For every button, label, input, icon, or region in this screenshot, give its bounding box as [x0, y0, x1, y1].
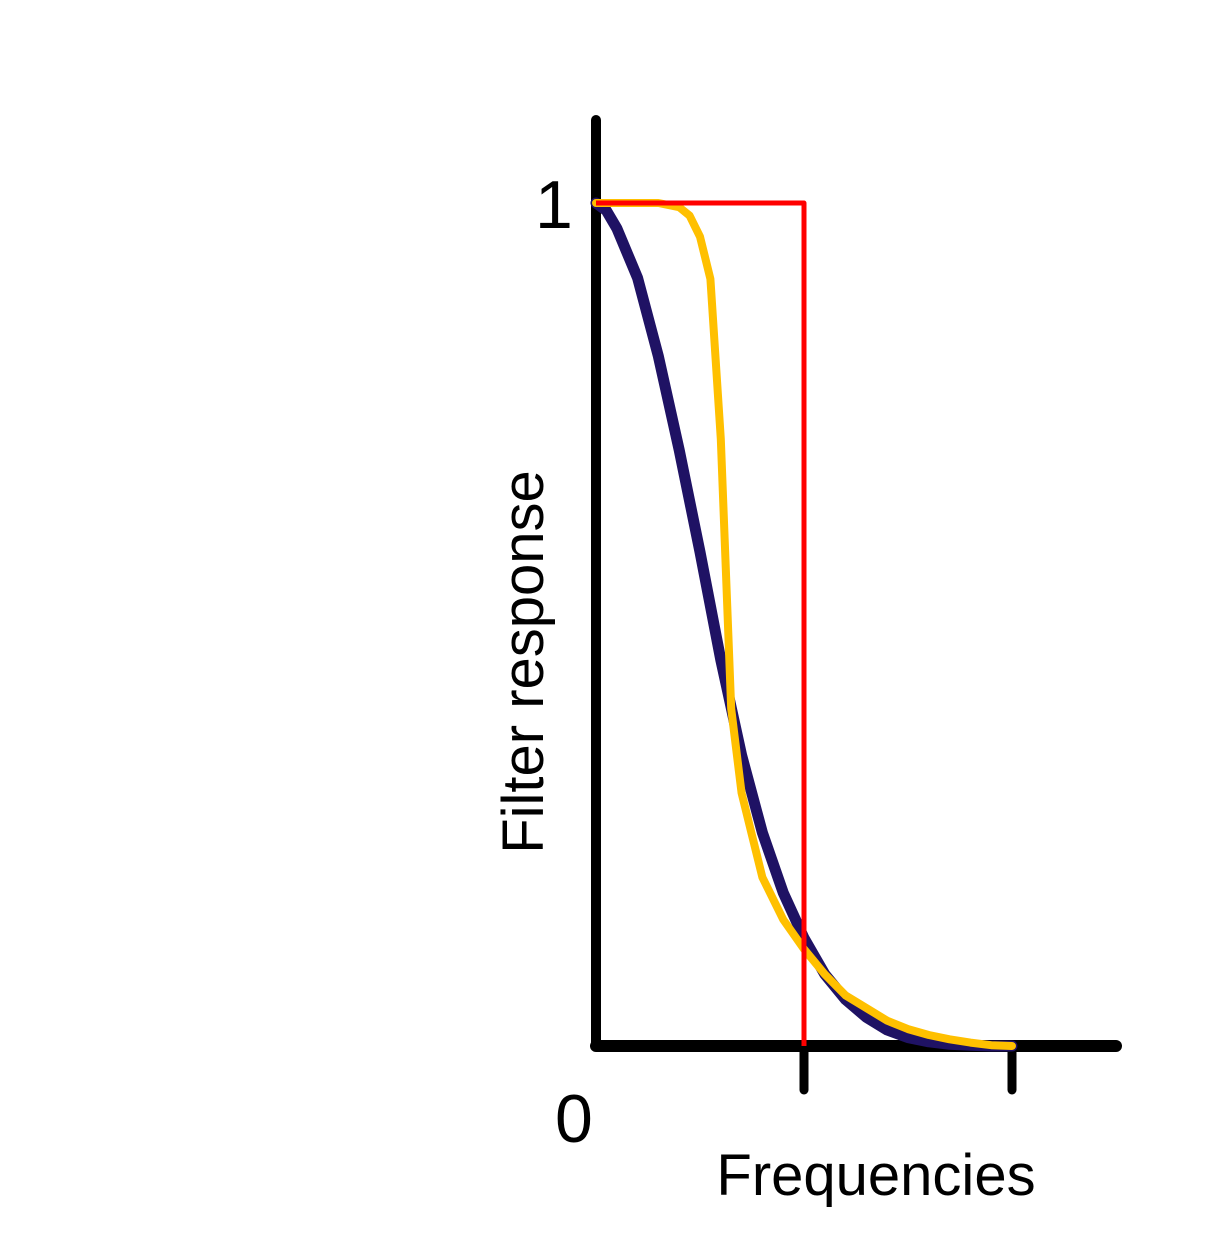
x-axis-label: Frequencies [716, 1143, 1035, 1208]
y-axis-label: Filter response [491, 470, 556, 854]
axes [590, 115, 1122, 1095]
y-tick-label-0: 0 [555, 1081, 593, 1157]
series-line-3 [596, 200, 807, 1046]
series-layer [590, 197, 1018, 1052]
series-line-1 [590, 197, 1018, 1052]
series-line-2 [592, 199, 1016, 1050]
y-tick-label-1: 1 [535, 167, 573, 243]
labels: 1 0 Frequencies Filter response [491, 167, 1036, 1208]
